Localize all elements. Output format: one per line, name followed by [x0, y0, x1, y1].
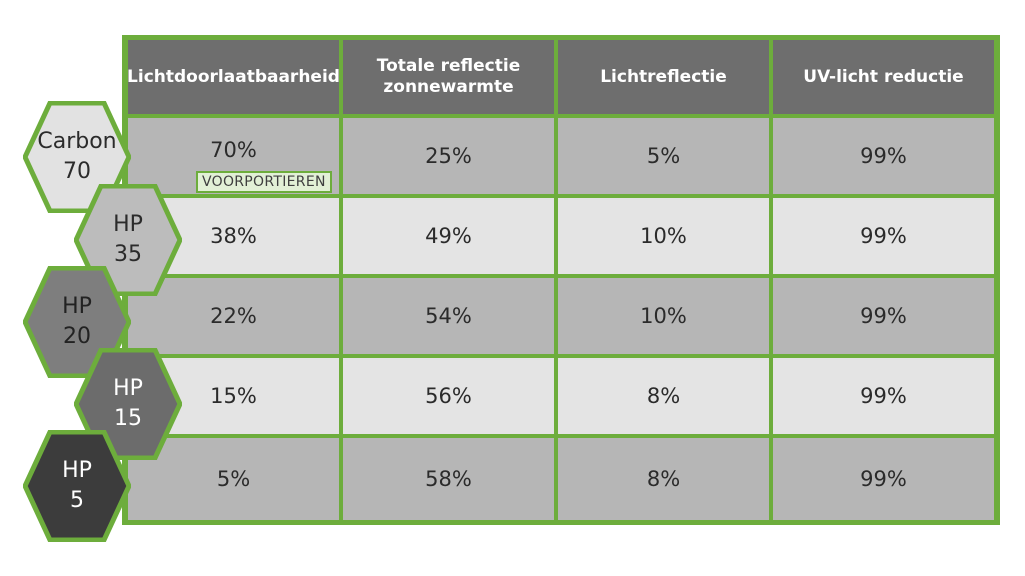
hex-label-line2: 15 — [114, 406, 142, 431]
header-total-solar-reflection: Totale reflectie zonnewarmte — [343, 40, 554, 114]
cell-hp5-solar-reflection: 58% — [343, 438, 554, 520]
hex-label-line1: HP — [62, 294, 92, 319]
hex-hp-15-label: HP 15 — [74, 348, 182, 460]
cell-hp20-uv: 99% — [773, 278, 994, 354]
cell-hp35-light-reflection: 10% — [558, 198, 769, 274]
hex-label-line2: 20 — [63, 324, 91, 349]
cell-hp5-light-reflection: 8% — [558, 438, 769, 520]
header-light-reflection: Lichtreflectie — [558, 40, 769, 114]
front-doors-badge: VOORPORTIEREN — [196, 171, 332, 193]
hex-hp-20-label: HP 20 — [23, 266, 131, 378]
hex-label-line1: HP — [113, 376, 143, 401]
header-light-transmission: Lichtdoorlaatbaarheid — [127, 40, 340, 114]
hex-label-line2: 35 — [114, 242, 142, 267]
header-uv-reduction: UV-licht reductie — [773, 40, 994, 114]
hex-hp-5: HP 5 — [23, 430, 131, 542]
cell-hp15-uv: 99% — [773, 358, 994, 434]
hex-shape — [23, 430, 131, 542]
hex-label-line1: HP — [62, 458, 92, 483]
hex-label-line1: HP — [113, 212, 143, 237]
cell-carbon70-uv: 99% — [773, 118, 994, 194]
cell-hp35-solar-reflection: 49% — [343, 198, 554, 274]
comparison-table: Lichtdoorlaatbaarheid Totale reflectie z… — [122, 35, 1000, 525]
cell-carbon70-solar-reflection: 25% — [343, 118, 554, 194]
cell-hp15-light-reflection: 8% — [558, 358, 769, 434]
cell-hp20-light-reflection: 10% — [558, 278, 769, 354]
hex-label-line2: 5 — [70, 488, 84, 513]
cell-hp5-uv: 99% — [773, 438, 994, 520]
cell-hp15-solar-reflection: 56% — [343, 358, 554, 434]
cell-hp20-solar-reflection: 54% — [343, 278, 554, 354]
hex-label-line2: 70 — [63, 159, 91, 184]
hex-label-line1: Carbon — [37, 129, 117, 154]
cell-carbon70-light-reflection: 5% — [558, 118, 769, 194]
cell-hp35-uv: 99% — [773, 198, 994, 274]
hex-carbon-70-label: Carbon 70 — [23, 101, 131, 213]
cell-hp5-transmission: 5% — [128, 438, 339, 520]
cell-hp20-transmission: 22% — [128, 278, 339, 354]
hex-hp-5-label: HP 5 — [23, 430, 131, 542]
hex-hp-35-label: HP 35 — [74, 184, 182, 296]
